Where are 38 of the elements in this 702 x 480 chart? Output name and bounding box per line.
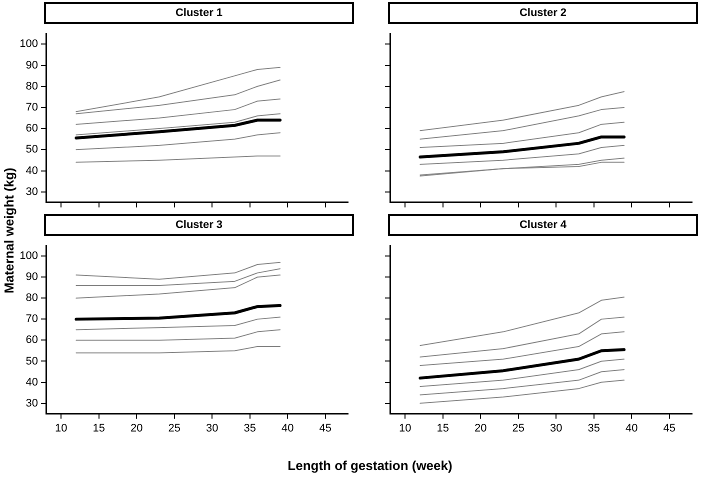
y-tick-label: 100 xyxy=(20,250,38,262)
x-tick-label: 10 xyxy=(54,422,68,434)
y-tick-label: 50 xyxy=(26,144,38,156)
y-tick-label: 40 xyxy=(26,376,38,388)
x-tick-label: 40 xyxy=(281,422,294,434)
y-tick-label: 30 xyxy=(26,186,38,198)
x-tick-label: 15 xyxy=(436,422,449,434)
chart-title: Cluster 1 xyxy=(44,2,354,24)
y-axis-title: Maternal weight (kg) xyxy=(2,167,16,293)
y-tick-label: 60 xyxy=(26,122,38,135)
y-tick-label: 70 xyxy=(26,313,38,326)
y-tick-label: 80 xyxy=(26,292,38,304)
x-tick-label: 30 xyxy=(206,422,218,434)
y-tick-label: 80 xyxy=(26,80,38,92)
y-tick-label: 90 xyxy=(26,59,38,72)
y-tick-label: 90 xyxy=(26,271,38,284)
chart-title: Cluster 3 xyxy=(44,214,354,236)
x-axis-title: Length of gestation (week) xyxy=(286,458,454,473)
x-tick-label: 45 xyxy=(319,422,332,434)
x-tick-label: 10 xyxy=(398,422,412,434)
x-tick-label: 35 xyxy=(244,422,256,434)
y-tick-label: 60 xyxy=(26,334,38,346)
x-tick-label: 30 xyxy=(550,422,562,434)
y-tick-label: 70 xyxy=(26,101,38,114)
chart-title: Cluster 2 xyxy=(388,2,698,24)
x-tick-label: 20 xyxy=(130,422,143,434)
x-tick-label: 35 xyxy=(588,422,600,434)
y-tick-label: 40 xyxy=(26,164,38,177)
x-tick-label: 20 xyxy=(474,422,487,434)
y-tick-label: 30 xyxy=(26,397,38,410)
x-tick-label: 15 xyxy=(92,422,105,434)
y-tick-label: 100 xyxy=(20,38,38,50)
x-tick-label: 45 xyxy=(663,422,676,434)
x-tick-label: 40 xyxy=(625,422,638,434)
chart-title: Cluster 4 xyxy=(388,214,698,236)
x-tick-label: 25 xyxy=(168,422,180,434)
x-tick-label: 25 xyxy=(512,422,524,434)
y-tick-label: 50 xyxy=(26,355,38,368)
